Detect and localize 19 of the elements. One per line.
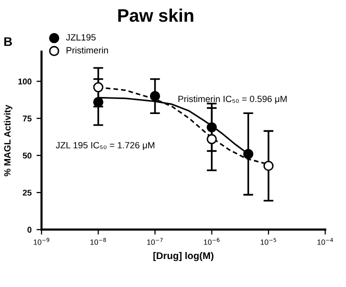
x-axis-title: [Drug] log(M) [153, 252, 214, 262]
text: B [4, 37, 12, 46]
y-tick-label: 50 [22, 152, 32, 159]
point [150, 91, 160, 102]
y-tick-label: 0 [27, 226, 32, 233]
point [93, 82, 104, 92]
legend-label: Pristimerin [66, 46, 108, 54]
chart-title: Paw skin [118, 8, 194, 22]
y-tick-label: 25 [22, 190, 32, 196]
annotation: JZL 195 IC₅₀ = 1.726 μM [56, 142, 154, 150]
legend-label: JZL195 [66, 34, 96, 41]
point [93, 96, 104, 108]
point [206, 134, 217, 144]
y-tick-label: 75 [22, 116, 32, 122]
point [263, 160, 274, 171]
y-axis-title: % MAGL Activity [4, 104, 12, 176]
y-tick-label: 100 [18, 78, 32, 84]
annotation: Pristimerin IC₅₀ = 0.596 μM [178, 95, 287, 104]
point [206, 122, 217, 132]
